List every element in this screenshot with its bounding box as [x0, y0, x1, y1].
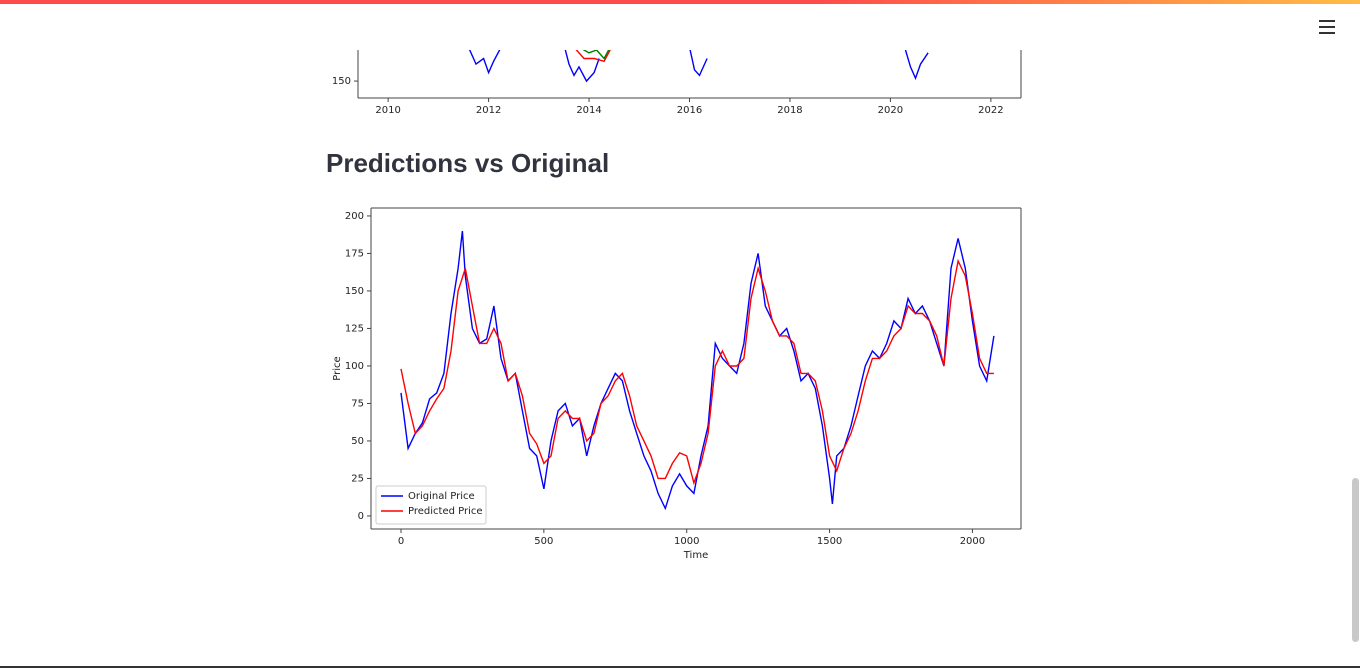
x-tick-label: 1000: [674, 536, 699, 547]
x-tick-label: 0: [398, 536, 404, 547]
y-tick-label: 150: [332, 76, 351, 87]
x-tick-label: 2012: [476, 105, 501, 116]
y-tick-label: 100: [345, 361, 364, 372]
data-line: [582, 50, 610, 60]
bottom-border: [0, 666, 1360, 668]
data-line: [468, 50, 929, 83]
y-tick-label: 0: [358, 511, 364, 522]
x-tick-label: 2010: [375, 105, 400, 116]
menu-button[interactable]: [1319, 20, 1335, 38]
y-tick-label: 175: [345, 248, 364, 259]
x-tick-label: 500: [534, 536, 553, 547]
x-tick-label: 2014: [576, 105, 601, 116]
y-tick-label: 25: [351, 473, 364, 484]
top-bar: [0, 0, 1360, 4]
x-tick-label: 2022: [978, 105, 1003, 116]
legend-box: [375, 485, 487, 525]
y-tick-label: 50: [351, 436, 364, 447]
legend-label: Original Price: [408, 491, 475, 502]
x-tick-label: 2000: [960, 536, 985, 547]
x-tick-label: 2018: [777, 105, 802, 116]
x-tick-label: 2020: [878, 105, 903, 116]
y-tick-label: 75: [351, 398, 364, 409]
data-line: [400, 230, 995, 511]
scrollbar[interactable]: [1352, 478, 1359, 642]
data-line: [575, 50, 611, 63]
y-axis-label: Price: [332, 356, 343, 380]
y-tick-label: 125: [345, 323, 364, 334]
x-tick-label: 2016: [677, 105, 702, 116]
x-axis-label: Time: [683, 550, 708, 561]
legend-label: Predicted Price: [408, 506, 483, 517]
data-line: [400, 258, 994, 486]
y-tick-label: 150: [345, 286, 364, 297]
x-tick-label: 1500: [817, 536, 842, 547]
heading: Predictions vs Original: [326, 148, 610, 178]
y-tick-label: 200: [345, 211, 364, 222]
